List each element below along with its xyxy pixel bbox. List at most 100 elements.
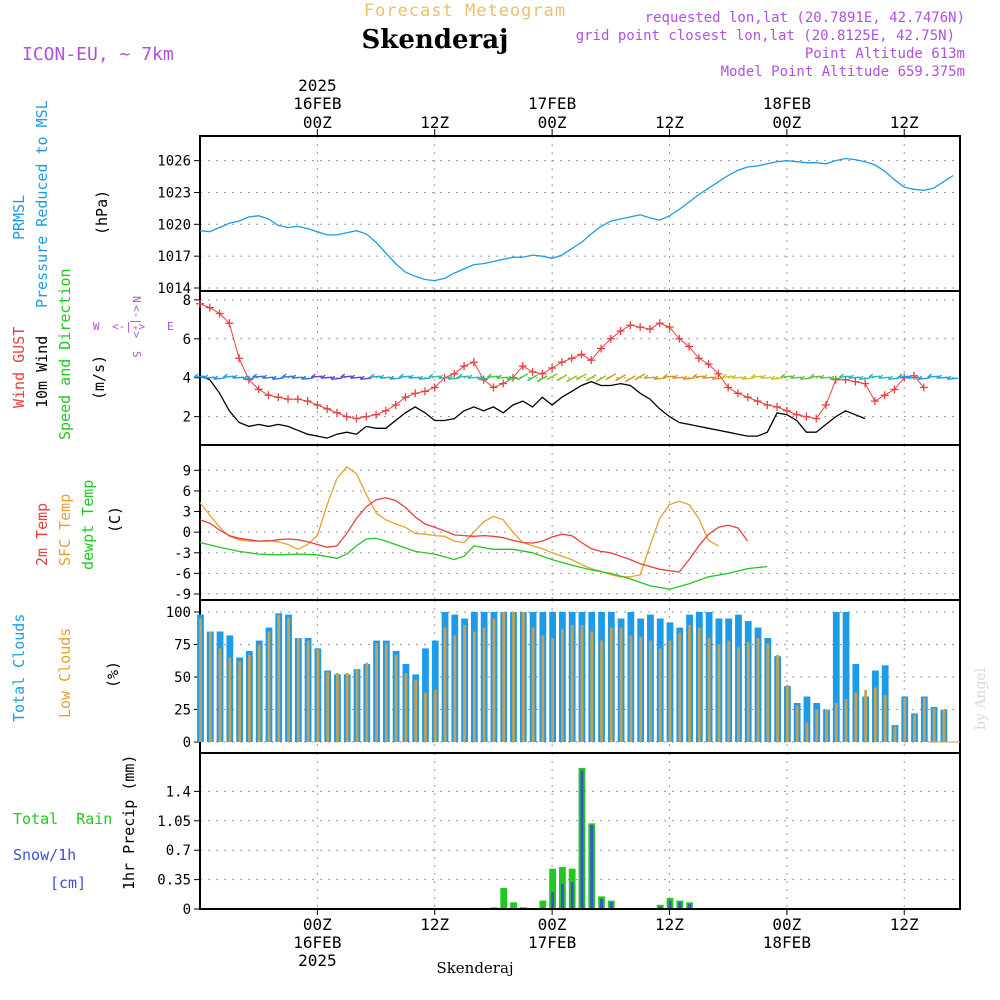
wind-direction-arrow [418, 375, 431, 380]
wind-direction-arrow [281, 373, 294, 378]
wind-dir-label: Speed and Direction [56, 268, 74, 440]
wind-direction-arrow [653, 375, 665, 380]
wind-direction-arrow [585, 374, 597, 382]
low-cloud-bar [248, 654, 251, 742]
temp-2m-label: 2m Temp [33, 503, 51, 566]
clouds-ytick-label: 75 [174, 638, 191, 654]
wind-direction-arrow [477, 375, 489, 380]
wind-arrow-shaft [418, 377, 431, 380]
wind-arrow-shaft [389, 377, 401, 380]
gust-marker [528, 367, 537, 376]
compass-arrows-v: <-|-> [130, 305, 143, 338]
wind-arrow-shaft [751, 375, 763, 378]
wind-direction-arrow [496, 374, 509, 379]
wind-arrow-head [946, 375, 952, 380]
wind-arrow-head [281, 373, 287, 378]
wind-arrow-shaft [448, 377, 460, 380]
gust-marker [626, 321, 635, 330]
gust-marker [763, 400, 772, 409]
gust-marker [469, 358, 478, 367]
precip-ytick-label: 1.05 [157, 814, 191, 830]
wind-direction-arrow [897, 373, 910, 378]
wind-arrow-head [566, 378, 572, 383]
dewpoint-line [199, 537, 768, 590]
low-cloud-bar [355, 669, 359, 742]
rain-bar [549, 868, 557, 909]
gust-marker [919, 383, 928, 392]
snow-bar [678, 902, 682, 909]
wind-10m-label: 10m Wind [33, 336, 51, 408]
wind-arrow-shaft [497, 376, 509, 379]
precip-ytick-label: 0.7 [166, 843, 191, 859]
wind-arrow-shaft [927, 375, 939, 378]
gust-marker [323, 404, 332, 413]
total-cloud-bar [832, 612, 840, 742]
wind-arrow-shaft [937, 376, 949, 379]
wind-ytick-label: 6 [183, 332, 191, 348]
wind-line [199, 375, 866, 439]
wind-arrow-head [672, 374, 678, 379]
low-cloud-bar [267, 631, 271, 742]
low-cloud-bar [932, 708, 936, 742]
wind-arrow-shaft [917, 377, 929, 380]
wind-direction-arrow [605, 373, 617, 381]
wind-direction-arrow [760, 374, 773, 379]
wind-direction-arrow [770, 375, 783, 380]
gust-marker [773, 402, 782, 411]
wind-direction-arrow [839, 373, 851, 378]
low-cloud-bar [629, 635, 633, 742]
wind-arrow-head [320, 374, 326, 379]
gust-marker [880, 391, 889, 400]
wind-arrow-head [800, 375, 805, 380]
gust-marker [372, 410, 381, 419]
gust-marker [313, 400, 322, 409]
wind-arrow-shaft [272, 377, 284, 380]
wind-arrow-shaft [360, 377, 372, 380]
low-cloud-bar [600, 640, 603, 742]
compass-e: E [167, 320, 174, 333]
low-cloud-bar [864, 690, 868, 742]
gust-marker [254, 385, 263, 394]
info-line-2: grid point closest lon,lat (20.8125E, 42… [576, 28, 955, 44]
low-cloud-bar [815, 709, 819, 742]
low-cloud-bar [375, 643, 378, 742]
gust-marker [597, 344, 606, 353]
gust-marker [215, 309, 224, 318]
snow-bar [658, 906, 662, 909]
wind-arrow-shaft [692, 375, 704, 378]
wind-direction-arrow [809, 373, 822, 378]
gust-marker [724, 383, 733, 392]
total-cloud-bar [842, 612, 850, 742]
model-name: ICON-EU, ~ 7km [22, 44, 174, 65]
wind-arrow-shaft [291, 376, 303, 379]
wind-arrow-shaft [780, 375, 792, 378]
clouds-ytick-label: 100 [166, 605, 191, 621]
gust-marker [538, 369, 547, 378]
low-cloud-bar [697, 627, 701, 742]
compass-rose: W <-|-> E N <-|-> S [93, 296, 174, 358]
wind-arrow-shaft [643, 376, 655, 379]
low-cloud-bar [795, 705, 799, 742]
wind-arrow-shaft [761, 376, 773, 379]
wind-direction-arrow [546, 373, 558, 381]
gust-marker [704, 360, 713, 369]
wind-arrow-head [624, 378, 630, 383]
wind-arrow-shaft [839, 375, 851, 378]
wind-arrow-shaft [487, 375, 499, 378]
low-cloud-bar [512, 612, 515, 742]
top-year-label: 2025 [298, 76, 337, 95]
low-cloud-bar [922, 697, 926, 742]
rain-bar [500, 888, 508, 909]
wind-arrow-shaft [350, 376, 362, 379]
wind-arrow-head [350, 374, 355, 379]
wind-direction-arrow [252, 373, 264, 378]
pressure-label-msl: Pressure Reduced to MSL [33, 100, 51, 308]
wind-arrow-shaft [242, 377, 254, 380]
low-cloud-bar [785, 684, 789, 742]
low-cloud-bar [433, 690, 437, 742]
compass-arrows-h: <-|-> [112, 320, 145, 333]
bottom-time-label: 12Z [655, 915, 684, 934]
gust-marker [655, 319, 664, 328]
wind-direction-arrow [447, 375, 460, 380]
gust-marker [460, 362, 469, 371]
